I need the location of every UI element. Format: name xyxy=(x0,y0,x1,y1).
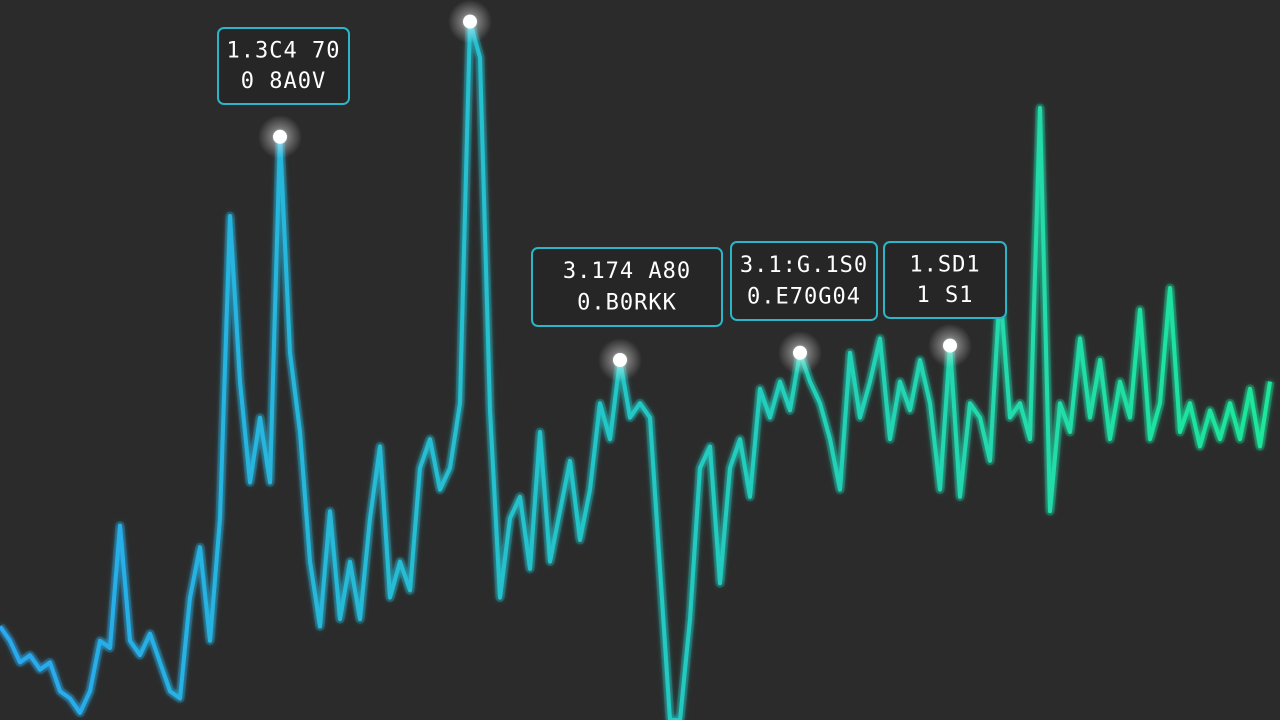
annotation-box xyxy=(531,247,723,327)
highlight-point xyxy=(613,353,627,367)
data-line xyxy=(0,19,1272,720)
highlight-point xyxy=(793,345,807,360)
annotation-text: 0.B0RKK xyxy=(577,290,677,315)
annotation-box xyxy=(730,241,878,321)
annotation-text: 1.3C4 70 xyxy=(227,39,341,64)
annotation-text: 1 S1 xyxy=(917,283,974,308)
annotation-text: 3.174 A80 xyxy=(563,259,691,284)
annotation-text: 0 8A0V xyxy=(241,69,326,94)
annotation-text: 0.E70G04 xyxy=(747,284,861,309)
annotation-text: 3.1:G.1S0 xyxy=(740,253,868,278)
highlight-point xyxy=(273,129,287,144)
highlight-point xyxy=(943,338,957,353)
annotation-box xyxy=(217,27,350,105)
annotation-box xyxy=(883,241,1007,319)
annotation-text: 1.SD1 xyxy=(909,253,980,278)
highlight-point xyxy=(463,14,477,29)
